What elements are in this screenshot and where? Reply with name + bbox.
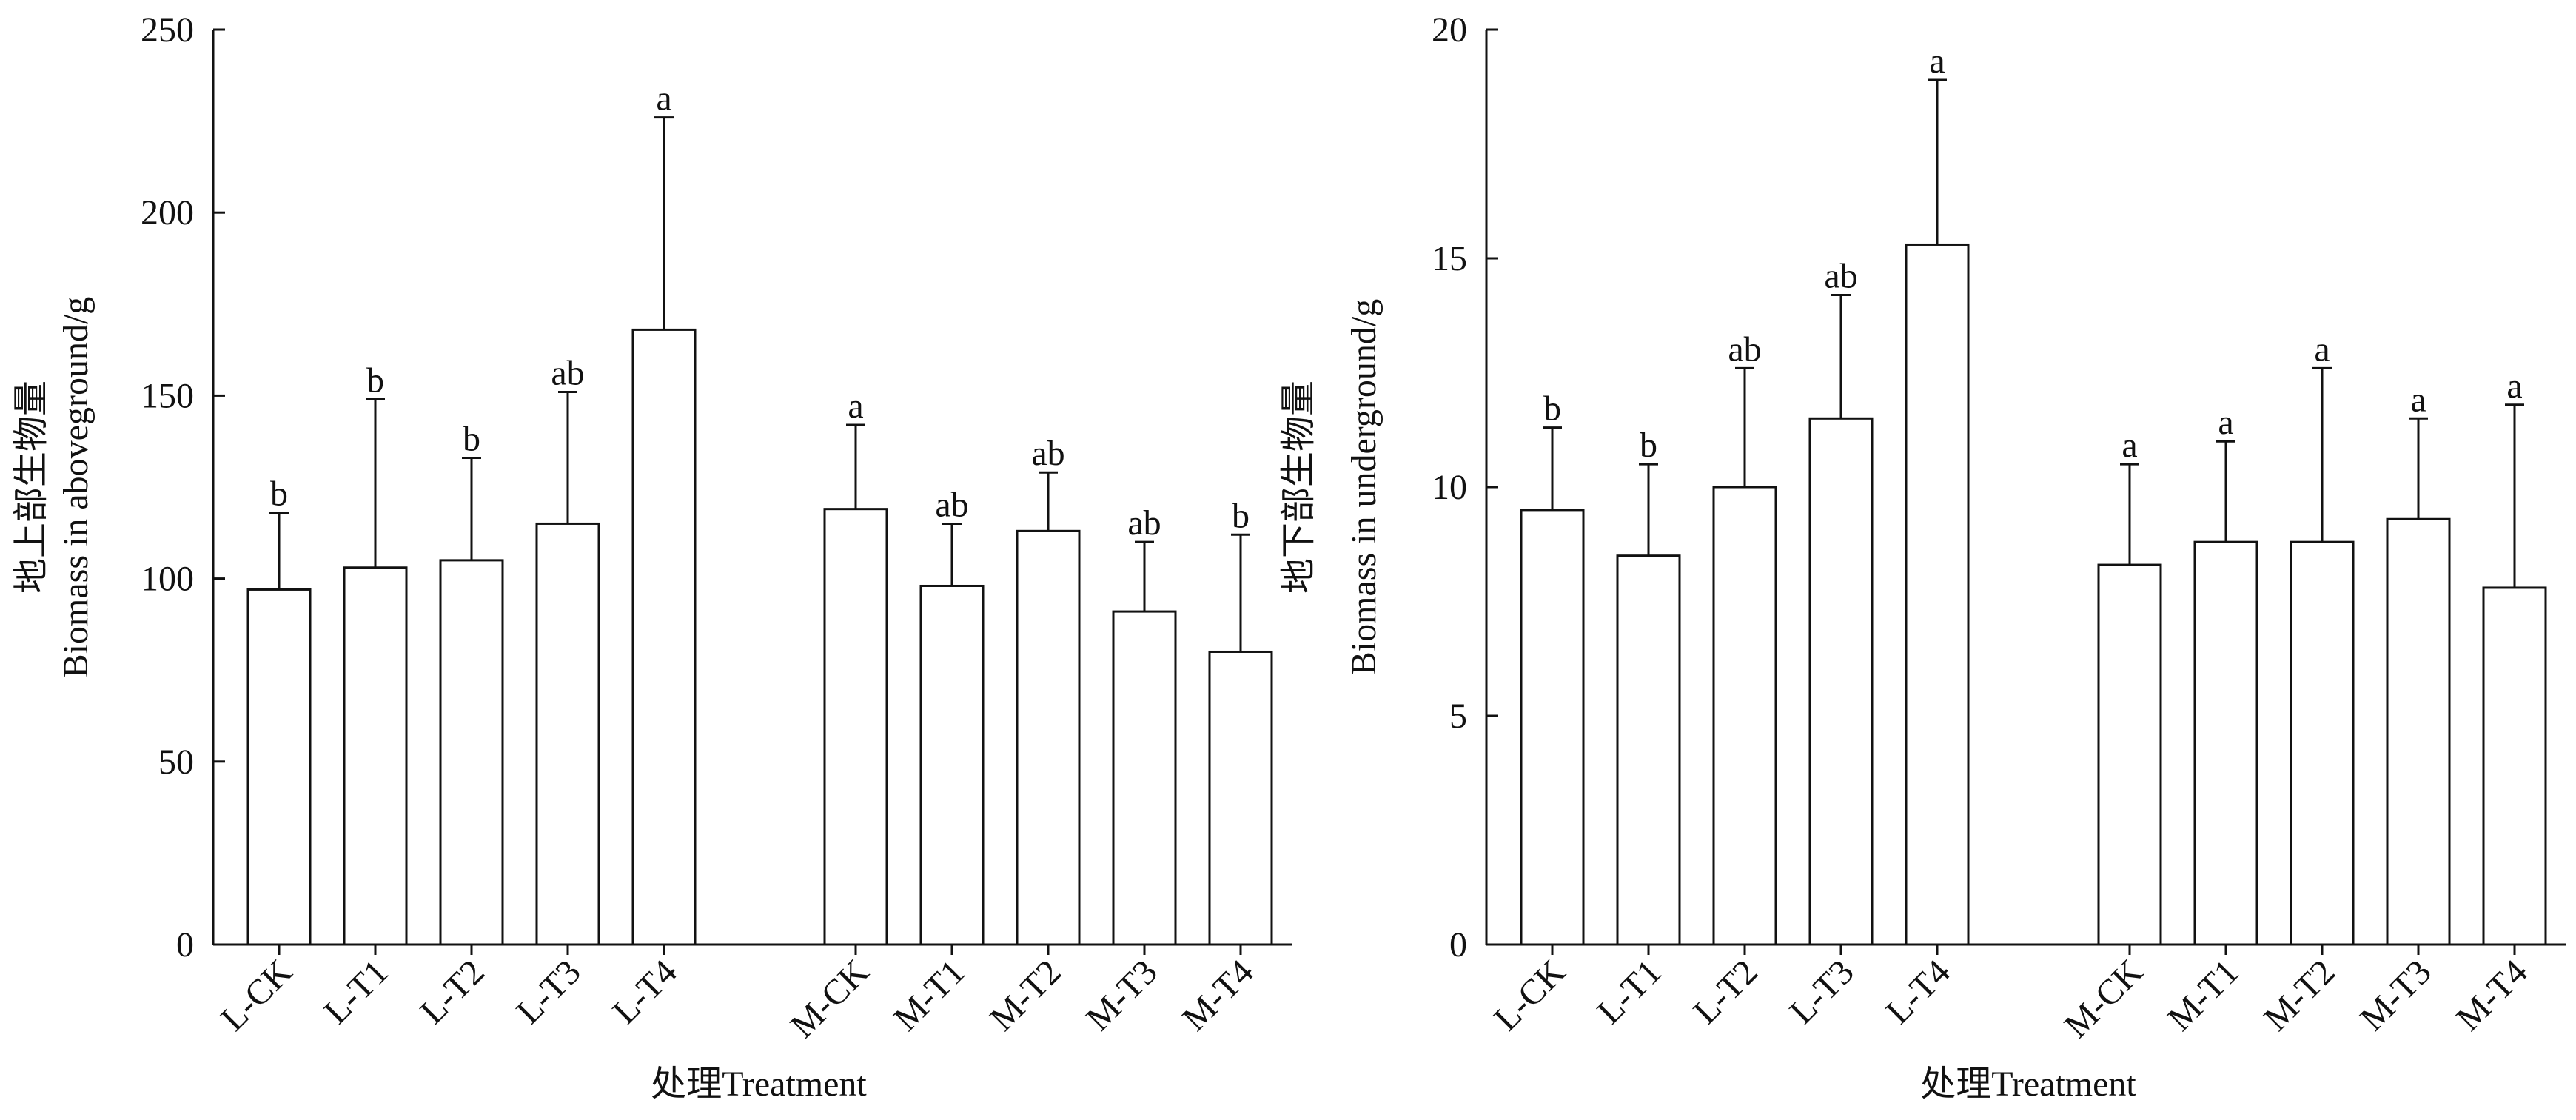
bar <box>1616 554 1681 946</box>
bar <box>2193 540 2258 946</box>
chart-panel-2: 0 5 10 15 20 b L-CK b L-T1 ab L-T2 ab L-T3 a L-T4 a M-CK… <box>1279 10 2566 1104</box>
bar <box>2386 517 2451 946</box>
x-tick-label: M-T2 <box>982 952 1069 1039</box>
bar <box>1712 486 1777 946</box>
bar <box>535 522 600 946</box>
significance-letter: b <box>270 475 288 514</box>
x-tick-label: M-T4 <box>2449 952 2535 1039</box>
y-tick-label: 10 <box>1432 468 1467 507</box>
y-axis-title-cn: 地下部生物量 <box>1279 380 1318 594</box>
x-tick-label: M-T1 <box>886 952 973 1039</box>
bar <box>1112 610 1177 946</box>
significance-letter: ab <box>935 485 968 524</box>
bar <box>2097 563 2162 946</box>
x-tick-label: M-T4 <box>1175 952 1261 1039</box>
bar <box>823 508 888 946</box>
significance-letter: b <box>1640 426 1657 465</box>
significance-letter: a <box>2410 380 2426 419</box>
y-tick-label: 5 <box>1449 697 1467 736</box>
bar <box>1808 417 1874 946</box>
bar <box>1905 243 1970 946</box>
y-tick-label: 0 <box>1449 925 1467 965</box>
x-tick-label: M-T1 <box>2160 952 2247 1039</box>
x-axis-title: 处理Treatment <box>651 1064 867 1104</box>
significance-letter: a <box>656 79 671 118</box>
bar <box>246 588 312 946</box>
significance-letter: a <box>2121 426 2137 465</box>
bar <box>1016 529 1081 946</box>
x-tick-label: L-T2 <box>413 952 492 1031</box>
significance-letter: ab <box>1031 434 1064 473</box>
y-axis-title-en: Biomass in aboveground/g <box>56 297 95 678</box>
y-axis-title-en: Biomass in underground/g <box>1344 299 1383 675</box>
bar <box>2290 540 2355 946</box>
chart-panel-1: 050100150200250bL-CKbL-T1bL-T2abL-T3aL-T… <box>12 10 1292 1104</box>
x-tick-label: L-CK <box>1486 952 1573 1039</box>
bar <box>439 559 504 946</box>
y-tick-label: 150 <box>141 376 194 415</box>
significance-letter: ab <box>551 353 584 392</box>
x-tick-label: L-T2 <box>1686 952 1765 1031</box>
y-axis-title-cn: 地上部生物量 <box>12 380 51 594</box>
x-tick-label: L-T3 <box>509 952 588 1031</box>
significance-letter: b <box>1232 496 1250 535</box>
x-tick-label: M-T3 <box>2352 952 2439 1039</box>
x-tick-label: L-T3 <box>1782 952 1862 1031</box>
significance-letter: a <box>1929 41 1945 81</box>
y-tick-label: 50 <box>158 742 194 782</box>
x-tick-label: M-CK <box>783 952 876 1045</box>
bar <box>631 328 697 946</box>
significance-letter: a <box>848 386 863 426</box>
y-tick-label: 20 <box>1432 10 1467 50</box>
y-tick-label: 250 <box>141 10 194 50</box>
significance-letter: a <box>2218 403 2233 442</box>
x-tick-label: M-T3 <box>1079 952 1165 1039</box>
significance-letter: b <box>1543 389 1561 429</box>
bar <box>919 584 985 946</box>
bar <box>1208 650 1273 946</box>
bar <box>2482 586 2547 946</box>
x-axis-title: 处理Treatment <box>1920 1064 2136 1104</box>
x-tick-label: M-CK <box>2057 952 2150 1045</box>
y-tick-label: 15 <box>1432 239 1467 278</box>
bar <box>343 566 408 946</box>
significance-letter: ab <box>1728 329 1761 369</box>
significance-letter: a <box>2506 366 2522 406</box>
x-tick-label: L-CK <box>213 952 300 1039</box>
bar <box>1520 509 1585 946</box>
significance-letter: b <box>463 419 480 458</box>
x-tick-label: L-T1 <box>1590 952 1669 1031</box>
x-tick-label: L-T1 <box>317 952 396 1031</box>
significance-letter: b <box>366 361 384 400</box>
x-tick-label: M-T2 <box>2256 952 2343 1039</box>
y-tick-label: 200 <box>141 193 194 232</box>
x-tick-label: L-T4 <box>606 952 685 1031</box>
x-tick-label: L-T4 <box>1879 952 1958 1031</box>
significance-letter: ab <box>1127 503 1161 543</box>
y-tick-label: 100 <box>141 560 194 599</box>
y-tick-label: 0 <box>176 925 194 965</box>
significance-letter: ab <box>1824 256 1857 295</box>
significance-letter: a <box>2314 329 2330 369</box>
